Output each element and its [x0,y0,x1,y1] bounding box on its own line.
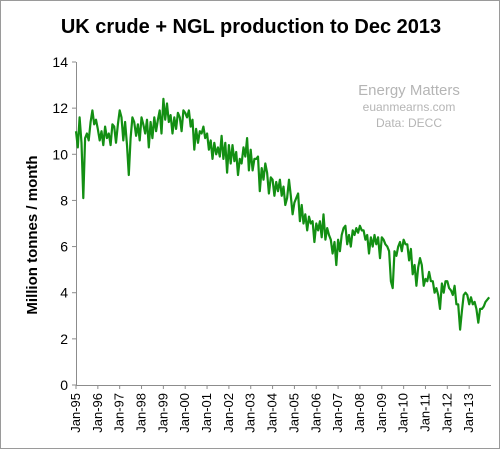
watermark-line-3: Data: DECC [376,116,442,130]
x-tick-label: Jan-09 [374,393,389,433]
x-tick-label: Jan-12 [439,393,454,433]
watermark-line-1: Energy Matters [358,82,460,99]
y-tick-label: 14 [52,54,68,70]
y-tick-label: 12 [52,100,68,116]
y-tick-label: 10 [52,146,68,162]
y-tick-label: 0 [60,377,68,393]
x-tick-label: Jan-02 [221,393,236,433]
chart-title: UK crude + NGL production to Dec 2013 [61,16,441,38]
x-tick-label: Jan-11 [417,393,432,432]
y-tick-label: 8 [60,192,68,208]
x-tick-label: Jan-00 [177,393,192,433]
x-axis-ticks: Jan-95 Jan-96 Jan-97 Jan-98 Jan-99 Jan-00 Jan-… [68,385,476,433]
x-tick-label: Jan-99 [155,393,170,433]
y-tick-label: 6 [60,239,68,255]
x-tick-label: Jan-03 [243,393,258,433]
series-layer [74,97,491,331]
x-tick-label: Jan-05 [286,393,301,433]
x-tick-label: Jan-97 [112,393,127,433]
x-tick-label: Jan-06 [308,393,323,433]
watermark-line-2: euanmearns.com [363,100,456,114]
x-tick-label: Jan-01 [199,393,214,433]
x-tick-label: Jan-96 [90,393,105,433]
y-axis-ticks: 0 2 4 6 8 10 12 14 [52,54,76,393]
x-tick-label: Jan-04 [265,393,280,433]
x-tick-label: Jan-07 [330,393,345,433]
watermark: Energy Matters euanmearns.com Data: DECC [358,82,460,130]
x-tick-label: Jan-98 [134,393,149,433]
y-tick-label: 4 [60,285,68,301]
x-tick-label: Jan-13 [461,393,476,433]
x-tick-label: Jan-10 [396,393,411,433]
x-tick-label: Jan-08 [352,393,367,433]
series-line-1 [74,97,491,331]
y-tick-label: 2 [60,331,68,347]
x-tick-label: Jan-95 [68,393,83,433]
y-axis-label: Million tonnes / month [24,155,41,314]
